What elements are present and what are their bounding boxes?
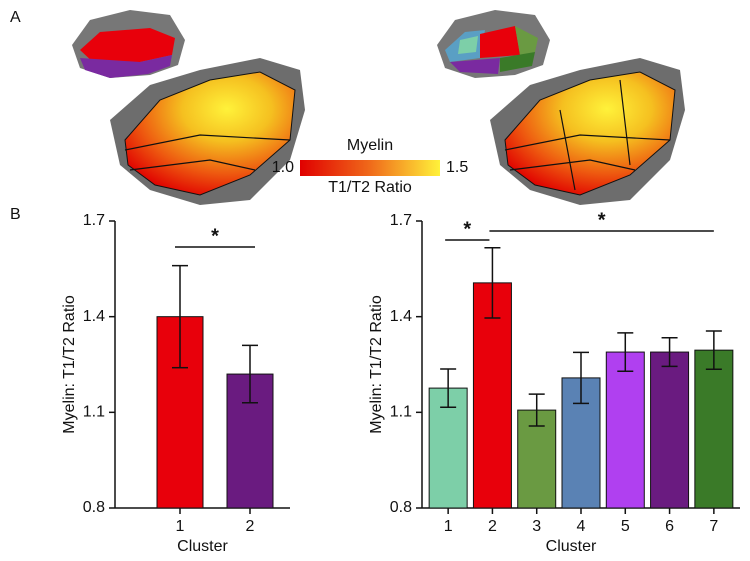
y-tick-label: 1.4 <box>83 308 105 325</box>
colorbar-title: Myelin <box>347 137 393 154</box>
y-tick-label: 0.8 <box>83 499 105 516</box>
bar <box>428 387 468 509</box>
significance-label: * <box>463 218 471 240</box>
error-bar <box>617 332 634 372</box>
y-tick-label: 1.7 <box>390 212 412 229</box>
x-tick-label: 1 <box>176 518 185 535</box>
bar <box>605 351 645 509</box>
colorbar-label: T1/T2 Ratio <box>328 179 412 196</box>
x-tick-label: 4 <box>577 518 586 535</box>
x-axis-label: Cluster <box>177 538 228 555</box>
colorbar <box>300 160 440 176</box>
significance-label: * <box>598 209 606 231</box>
y-tick-label: 1.1 <box>390 404 412 421</box>
y-tick-label: 1.7 <box>83 212 105 229</box>
error-bar <box>440 368 457 408</box>
x-axis-label: Cluster <box>546 538 597 555</box>
y-axis-label: Myelin: T1/T2 Ratio <box>368 295 385 434</box>
x-tick-label: 2 <box>488 518 497 535</box>
brain-map-large-right <box>490 58 685 205</box>
panel-label: B <box>10 206 21 223</box>
significance-label: * <box>211 225 219 247</box>
error-bar <box>172 264 188 369</box>
x-tick-label: 3 <box>532 518 541 535</box>
error-bar <box>242 344 258 404</box>
error-bar <box>573 351 589 405</box>
y-tick-label: 1.4 <box>390 308 412 325</box>
x-tick-label: 7 <box>709 518 718 535</box>
colorbar-tick-label: 1.0 <box>272 159 294 176</box>
x-tick-label: 5 <box>621 518 630 535</box>
y-tick-label: 0.8 <box>390 499 412 516</box>
x-tick-label: 6 <box>665 518 674 535</box>
x-tick-label: 1 <box>444 518 453 535</box>
panel-label: A <box>10 9 21 26</box>
brain-map-large-left <box>110 58 305 205</box>
brain-map-small-right <box>437 10 550 78</box>
y-tick-label: 1.1 <box>83 404 105 421</box>
y-axis-label: Myelin: T1/T2 Ratio <box>61 295 78 434</box>
bar <box>650 351 690 509</box>
error-bar <box>705 330 722 371</box>
colorbar-tick-label: 1.5 <box>446 159 468 176</box>
bar <box>472 282 512 509</box>
error-bar <box>661 336 678 368</box>
error-bar <box>484 247 501 319</box>
x-tick-label: 2 <box>246 518 255 535</box>
brain-map-small-left <box>72 10 185 78</box>
bar <box>694 349 734 509</box>
error-bar <box>528 393 545 427</box>
